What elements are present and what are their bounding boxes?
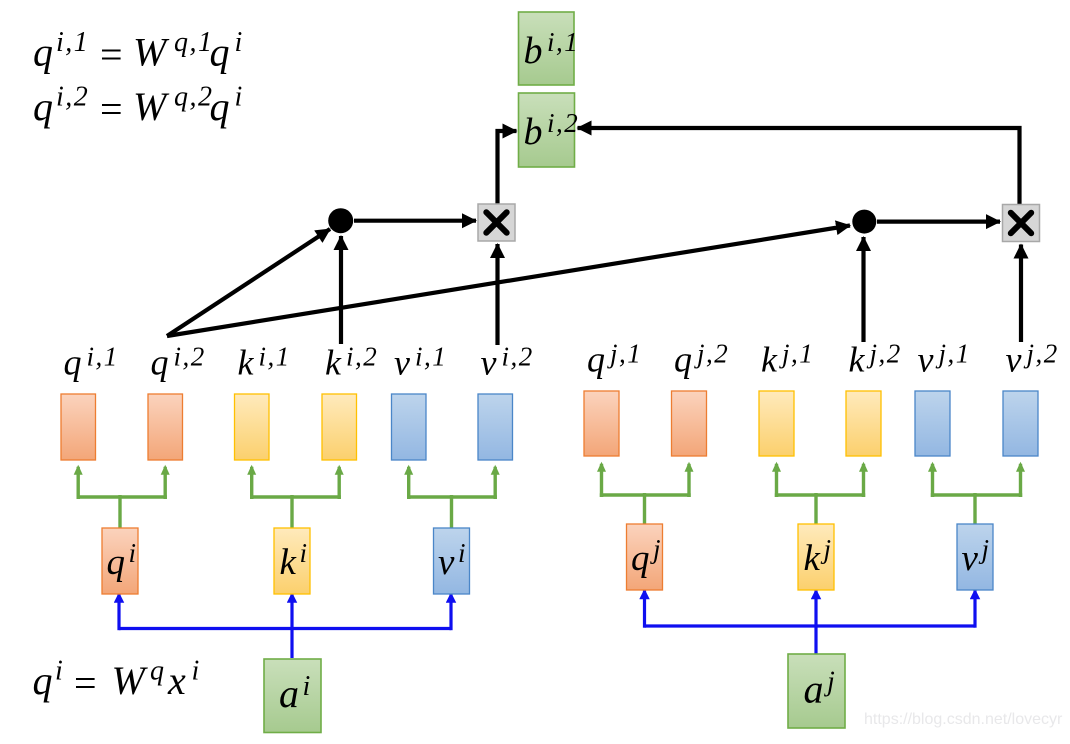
svg-text:https://blog.csdn.net/lovecyr: https://blog.csdn.net/lovecyr: [864, 711, 1063, 728]
svg-text:kj,1: k j,1: [761, 339, 814, 380]
svg-text:vj,2: v j,2: [1006, 339, 1059, 380]
svg-text:ki,2: k i,2: [325, 342, 378, 383]
svg-text:qi,1=Wq,1qi: qi,1 = Wq,1q i: [33, 27, 244, 77]
svg-text:qi,2=Wq,2qi: qi,2 = Wq,2q i: [33, 82, 244, 132]
svg-text:qi,2: q i,2: [151, 342, 206, 383]
svg-text:qi: qi: [107, 538, 138, 583]
svg-text:ai: ai: [279, 671, 312, 716]
svg-text:vj,1: v j,1: [918, 339, 971, 380]
svg-text:bi,2: b i,2: [524, 108, 580, 153]
svg-text:aj: aj: [804, 667, 837, 712]
svg-text:vi: vi: [438, 538, 467, 583]
svg-text:vj: vj: [962, 534, 991, 579]
svg-text:qi,1: q i,1: [64, 342, 119, 383]
svg-text:kj,2: k j,2: [849, 339, 902, 380]
svg-text:vi,2: v i,2: [481, 342, 534, 383]
svg-text:kj: kj: [804, 534, 833, 579]
svg-text:qj,2: q j,2: [674, 339, 729, 380]
svg-text:vi,1: v i,1: [394, 342, 447, 383]
svg-text:ki: ki: [280, 538, 309, 583]
svg-text:bi,1: b i,1: [524, 27, 580, 72]
svg-text:qj: qj: [631, 534, 662, 579]
svg-text:ki,1: k i,1: [238, 342, 291, 383]
svg-text:qj,1: q j,1: [587, 339, 642, 380]
